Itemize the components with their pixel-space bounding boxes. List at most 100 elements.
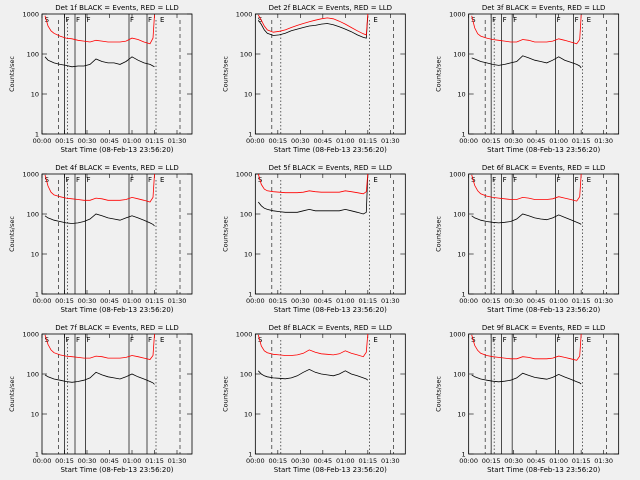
y-tick-label: 10 (457, 251, 465, 259)
flag-label: E (160, 16, 164, 24)
x-tick-label: 00:15 (482, 457, 501, 465)
lld-series-line (44, 14, 155, 45)
x-tick-label: 01:15 (358, 137, 377, 145)
y-axis-label: Counts/sec (8, 376, 16, 412)
x-tick-label: 00:30 (291, 297, 310, 305)
detector-panel-9: Det 9f BLACK = Events, RED = LLD 00:00 00:… (435, 324, 620, 474)
y-tick-label: 1000 (449, 11, 466, 19)
x-tick-label: 00:45 (100, 297, 119, 305)
flag-label: F (557, 176, 561, 184)
y-tick-label: 10 (457, 411, 465, 419)
x-tick-label: 01:15 (145, 137, 164, 145)
x-tick-label: 01:30 (168, 137, 187, 145)
x-tick-label: 00:45 (313, 137, 332, 145)
y-axis-label: Counts/sec (8, 216, 16, 252)
flag-label: F (513, 16, 517, 24)
x-tick-label: 01:00 (549, 297, 568, 305)
y-tick-label: 1000 (22, 171, 39, 179)
x-tick-label: 00:45 (527, 297, 546, 305)
y-axis-label: Counts/sec (435, 56, 443, 92)
flag-label: F (87, 336, 91, 344)
x-tick-label: 00:30 (78, 457, 97, 465)
flag-label: F (130, 16, 134, 24)
flag-label: F (492, 336, 496, 344)
x-tick-label: 01:30 (594, 297, 613, 305)
x-tick-label: 01:00 (549, 457, 568, 465)
x-tick-label: 00:30 (504, 457, 523, 465)
y-tick-label: 1 (35, 291, 39, 299)
lld-series-line (471, 333, 582, 361)
x-tick-label: 00:15 (268, 297, 287, 305)
y-tick-label: 1 (35, 451, 39, 459)
x-tick-label: 00:00 (33, 137, 52, 145)
y-tick-label: 100 (240, 371, 252, 379)
x-tick-label: 01:15 (358, 457, 377, 465)
x-tick-label: 01:30 (381, 457, 400, 465)
panel-title: Det 7f BLACK = Events, RED = LLD (55, 324, 178, 332)
flag-label: E (373, 176, 377, 184)
x-tick-label: 00:45 (100, 457, 119, 465)
y-tick-label: 10 (244, 251, 252, 259)
x-tick-label: 01:30 (168, 457, 187, 465)
plot-frame (41, 13, 193, 135)
flag-label: F (130, 336, 134, 344)
y-tick-label: 1000 (236, 11, 253, 19)
flag-label: E (587, 336, 591, 344)
flag-label: S (471, 176, 476, 184)
x-tick-label: 00:30 (291, 457, 310, 465)
x-tick-label: 00:30 (78, 297, 97, 305)
flag-label: S (45, 16, 50, 24)
flag-label: S (258, 336, 263, 344)
x-axis-label: Start Time (08-Feb-13 23:56:20) (274, 306, 387, 314)
y-axis-label: Counts/sec (435, 376, 443, 412)
lld-series-line (257, 13, 369, 36)
x-tick-label: 00:45 (100, 137, 119, 145)
flag-label: E (587, 176, 591, 184)
y-tick-label: 100 (240, 51, 252, 59)
x-tick-label: 00:30 (291, 137, 310, 145)
flag-label: F (492, 176, 496, 184)
plot-frame (468, 173, 620, 295)
events-series-line (471, 372, 582, 385)
x-tick-label: 01:00 (549, 137, 568, 145)
x-tick-label: 01:30 (594, 137, 613, 145)
flag-label: F (66, 16, 70, 24)
x-tick-label: 01:15 (572, 457, 591, 465)
x-tick-label: 01:30 (381, 297, 400, 305)
x-tick-label: 00:30 (504, 297, 523, 305)
flag-label: S (471, 336, 476, 344)
y-tick-label: 1 (248, 291, 252, 299)
plot-frame (41, 173, 193, 295)
x-axis-label: Start Time (08-Feb-13 23:56:20) (487, 466, 600, 474)
flag-label: F (76, 16, 80, 24)
panel-title: Det 3f BLACK = Events, RED = LLD (482, 4, 605, 12)
x-tick-label: 01:15 (145, 457, 164, 465)
flag-label: F (148, 176, 152, 184)
y-tick-label: 1000 (236, 171, 253, 179)
x-tick-label: 00:15 (55, 137, 74, 145)
x-tick-label: 01:30 (594, 457, 613, 465)
x-tick-label: 01:15 (572, 297, 591, 305)
y-tick-label: 1000 (449, 331, 466, 339)
lld-series-line (44, 173, 155, 203)
x-tick-label: 00:00 (246, 137, 265, 145)
y-tick-label: 100 (27, 371, 39, 379)
y-tick-label: 100 (453, 51, 465, 59)
lld-series-line (44, 333, 155, 360)
x-tick-label: 00:15 (482, 137, 501, 145)
panel-title: Det 8f BLACK = Events, RED = LLD (269, 324, 392, 332)
x-tick-label: 00:45 (527, 137, 546, 145)
y-tick-label: 10 (31, 251, 39, 259)
plot-frame (468, 13, 620, 135)
x-axis-label: Start Time (08-Feb-13 23:56:20) (274, 466, 387, 474)
lld-series-line (257, 333, 369, 358)
y-tick-label: 1 (462, 451, 466, 459)
detector-panel-3: Det 3f BLACK = Events, RED = LLD 00:00 00:… (435, 4, 620, 154)
flag-label: F (503, 336, 507, 344)
y-tick-label: 10 (457, 91, 465, 99)
flag-label: S (45, 176, 50, 184)
y-axis-label: Counts/sec (221, 56, 229, 92)
